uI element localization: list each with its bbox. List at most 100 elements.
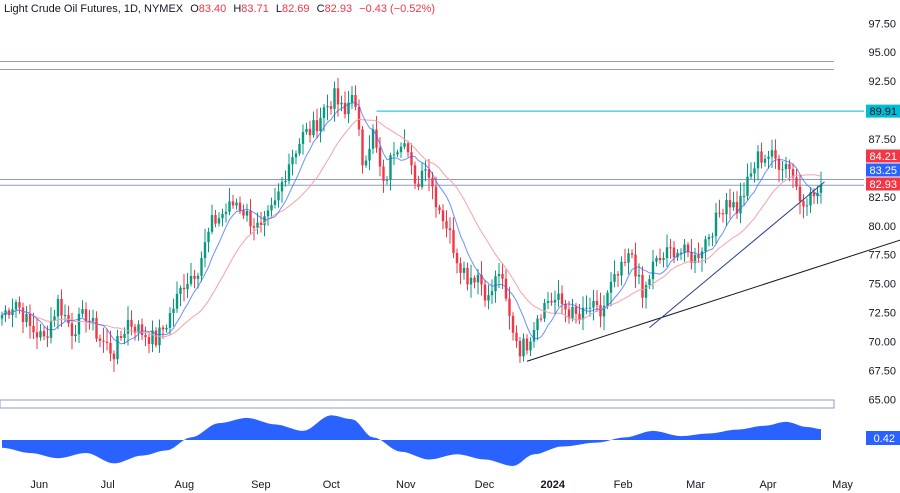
candle [35, 318, 39, 350]
candle [21, 302, 25, 333]
candle [88, 309, 91, 330]
candle [235, 198, 238, 210]
candle [60, 289, 63, 327]
low-label: L [275, 3, 283, 15]
candle [249, 199, 252, 234]
candle [291, 149, 294, 176]
candle [798, 175, 802, 215]
candle [704, 235, 707, 264]
candle [277, 183, 280, 208]
candle [364, 155, 368, 168]
candle [305, 122, 308, 135]
candle [627, 248, 630, 275]
slow-moving-average [1, 118, 822, 338]
candle [732, 191, 735, 211]
candle [392, 142, 396, 166]
candle [319, 107, 322, 143]
candle [228, 188, 231, 216]
candle [511, 312, 515, 341]
price-tick: 75.00 [868, 279, 896, 291]
candle [63, 304, 67, 321]
candle [81, 300, 84, 318]
candle [214, 209, 217, 228]
candle [697, 242, 700, 264]
svg-text:82.93: 82.93 [869, 179, 897, 191]
candle [179, 285, 182, 306]
candle [581, 296, 585, 331]
candle [480, 261, 483, 296]
candle [263, 211, 266, 237]
oscillator-value-tag: 0.42 [866, 431, 900, 445]
symbol-title: Light Crude Oil Futures, 1D, NYMEX [4, 3, 184, 15]
trendline-0[interactable] [526, 237, 900, 362]
candle [56, 294, 60, 330]
candle [189, 263, 193, 287]
candle [539, 314, 543, 322]
candle [609, 272, 613, 307]
candle [95, 311, 98, 342]
candle [105, 328, 109, 351]
candle [651, 249, 655, 290]
candle [67, 305, 70, 328]
time-tick: Sep [251, 479, 271, 491]
candle [186, 272, 189, 299]
candle [70, 312, 74, 350]
candle [714, 202, 718, 244]
candle [644, 281, 648, 309]
candle [91, 309, 95, 331]
candle [116, 329, 119, 365]
candle [49, 307, 53, 344]
time-tick: Feb [614, 479, 633, 491]
candle [231, 195, 235, 209]
candle [259, 211, 263, 233]
candle [84, 302, 88, 333]
price-tag-84.21: 84.21 [866, 149, 900, 163]
candle [662, 252, 665, 268]
candle [74, 324, 77, 343]
candle [613, 260, 616, 288]
price-tick: 95.00 [868, 47, 896, 59]
svg-text:83.25: 83.25 [869, 165, 897, 177]
candle [270, 197, 273, 219]
candle [301, 124, 305, 155]
candle [375, 116, 378, 153]
candle [567, 300, 571, 324]
trendline-1[interactable] [649, 181, 825, 329]
candle [532, 322, 536, 348]
candle [126, 306, 130, 346]
candle [693, 247, 697, 274]
candle [564, 299, 567, 323]
candle [385, 176, 389, 185]
candle [396, 149, 399, 157]
candle [669, 238, 672, 259]
price-tag-83.25: 83.25 [866, 163, 900, 177]
candle [560, 285, 564, 314]
candle [487, 284, 490, 310]
candle [529, 337, 532, 356]
candle [252, 217, 256, 241]
candle [438, 204, 441, 215]
candle [294, 150, 298, 165]
candle [315, 108, 319, 139]
price-tick: 80.00 [868, 221, 896, 233]
candle [371, 124, 375, 154]
candle [0, 311, 4, 326]
candle [308, 120, 312, 143]
candle [753, 162, 756, 183]
high-label: H [233, 3, 242, 15]
candle [760, 142, 763, 169]
candle [280, 177, 284, 203]
candle [273, 188, 277, 209]
candle [725, 192, 728, 226]
candle [686, 242, 690, 258]
candle [413, 161, 417, 189]
price-tick: 77.50 [868, 250, 896, 262]
candle [630, 249, 634, 259]
candle [728, 188, 732, 219]
svg-text:84.21: 84.21 [869, 151, 897, 163]
price-tag-89.91: 89.91 [866, 104, 900, 118]
candle [553, 290, 557, 315]
oscillator-area [2, 415, 821, 466]
candle [767, 150, 770, 169]
